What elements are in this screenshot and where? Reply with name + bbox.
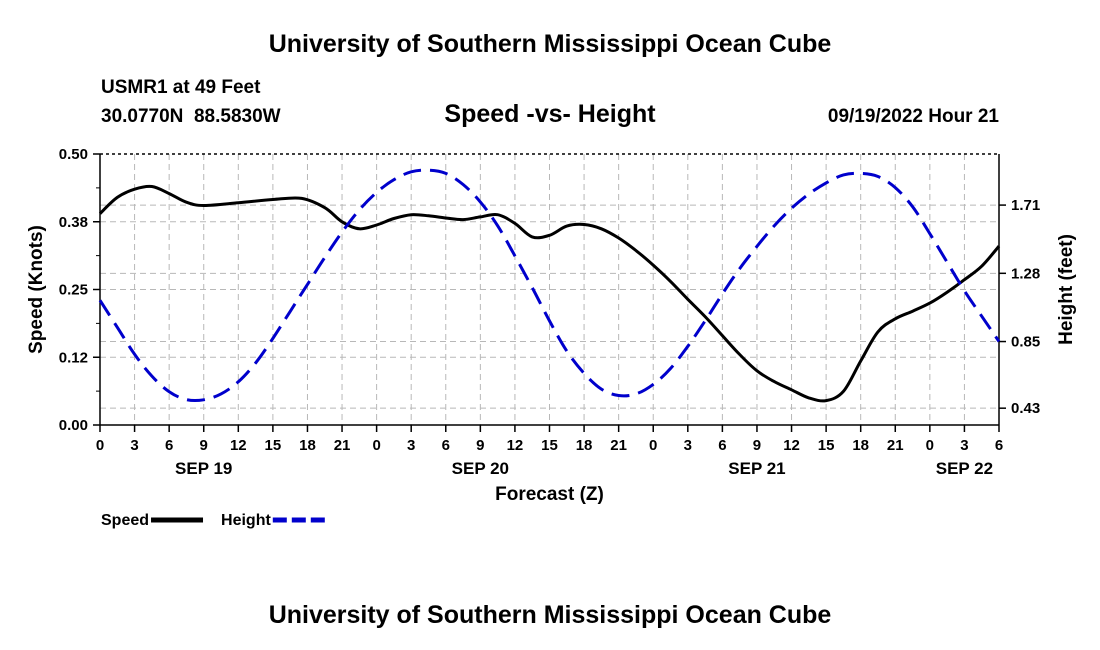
x-tick-label: 0	[96, 437, 104, 454]
y-left-tick-label: 0.50	[59, 146, 88, 163]
x-tick-label: 9	[476, 437, 484, 454]
x-tick-label: 18	[576, 437, 593, 454]
x-tick-label: 3	[407, 437, 415, 454]
x-tick-label: 15	[541, 437, 558, 454]
x-tick-label: 0	[372, 437, 380, 454]
x-axis-title: Forecast (Z)	[495, 484, 604, 505]
forecast-datetime: 09/19/2022 Hour 21	[827, 106, 999, 127]
x-tick-label: 15	[818, 437, 835, 454]
x-tick-label: 12	[230, 437, 247, 454]
y-right-tick-label: 0.85	[1011, 334, 1040, 351]
x-tick-label: 6	[442, 437, 450, 454]
x-tick-label: 12	[507, 437, 524, 454]
x-tick-label: 9	[200, 437, 208, 454]
y-left-axis-title: Speed (Knots)	[26, 225, 47, 354]
x-tick-label: 6	[718, 437, 726, 454]
x-tick-label: 21	[887, 437, 904, 454]
x-tick-label: 0	[649, 437, 657, 454]
x-tick-label: 3	[684, 437, 692, 454]
y-left-tick-label: 0.00	[59, 417, 88, 434]
y-left-tick-label: 0.38	[59, 214, 88, 231]
legend-label-height: Height	[221, 512, 271, 529]
y-right-tick-label: 0.43	[1011, 400, 1040, 417]
series-line-speed	[98, 184, 1001, 403]
x-tick-label: 3	[130, 437, 138, 454]
station-label: USMR1 at 49 Feet	[101, 77, 261, 98]
y-left-tick-label: 0.12	[59, 349, 88, 366]
x-date-label: SEP 22	[936, 459, 993, 478]
x-tick-label: 9	[753, 437, 761, 454]
series-line-height	[98, 168, 1001, 403]
chart-subtitle: Speed -vs- Height	[444, 100, 656, 128]
x-tick-label: 18	[852, 437, 869, 454]
x-tick-label: 18	[299, 437, 316, 454]
y-right-axis-title: Height (feet)	[1056, 234, 1077, 345]
coordinates-label: 30.0770N 88.5830W	[101, 106, 281, 127]
y-right-tick-label: 1.28	[1011, 265, 1040, 282]
x-date-label: SEP 20	[452, 459, 509, 478]
x-tick-label: 15	[265, 437, 282, 454]
x-tick-label: 3	[960, 437, 968, 454]
x-date-label: SEP 19	[175, 459, 232, 478]
legend-label-speed: Speed	[101, 512, 149, 529]
chart-main-title: University of Southern Mississippi Ocean…	[268, 30, 832, 58]
x-tick-label: 6	[165, 437, 173, 454]
y-right-tick-label: 1.71	[1011, 197, 1040, 214]
x-tick-label: 6	[995, 437, 1003, 454]
y-left-tick-label: 0.25	[59, 282, 88, 299]
x-tick-label: 0	[926, 437, 934, 454]
x-tick-label: 21	[334, 437, 351, 454]
x-date-label: SEP 21	[728, 459, 785, 478]
footer-title: University of Southern Mississippi Ocean…	[268, 601, 832, 629]
x-tick-label: 12	[783, 437, 800, 454]
x-tick-label: 21	[610, 437, 627, 454]
